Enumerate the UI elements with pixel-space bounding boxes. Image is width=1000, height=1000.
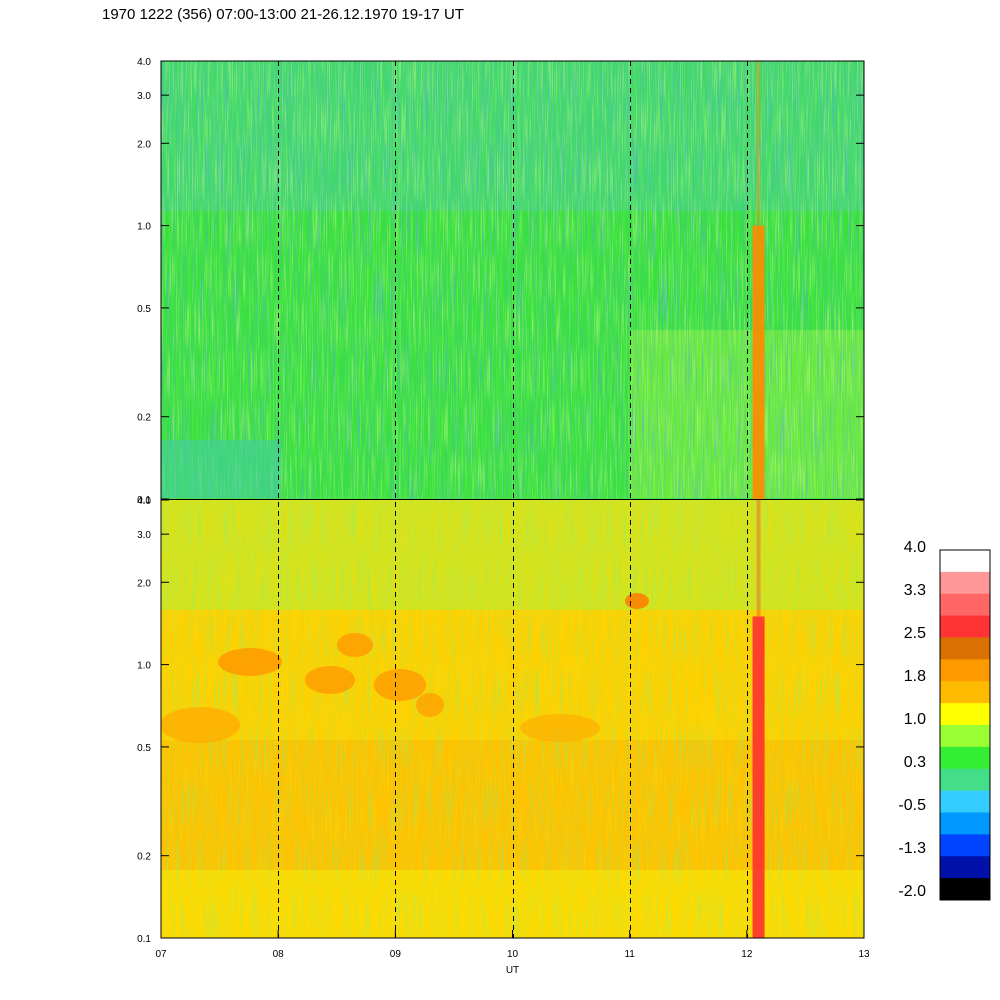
xtick-label-6: 13 (858, 949, 870, 960)
colorbar-frame (939, 549, 991, 901)
ytick-label-1-5: 0.2 (137, 852, 151, 863)
lower-spectrogram-panel (161, 500, 864, 938)
colorbar-swatch-4 (940, 637, 990, 660)
colorbar-swatch-2 (940, 593, 990, 617)
ytick-label-0-3: 1.0 (137, 222, 151, 233)
colorbar-swatch-6 (940, 681, 990, 704)
ytick-label-1-4: 0.5 (137, 743, 151, 754)
x-axis-label: UT (506, 965, 519, 976)
colorbar-label-4: 1.0 (904, 711, 926, 728)
ytick-label-0-0: 4.0 (137, 57, 151, 68)
event-band-faint-0-0 (756, 61, 761, 226)
xtick-label-5: 12 (741, 949, 753, 960)
ytick-label-0-5: 0.2 (137, 413, 151, 424)
colorbar-label-6: -0.5 (898, 797, 926, 814)
colorbar-swatch-15 (940, 878, 990, 901)
chart-title: 1970 1222 (356) 07:00-13:00 21-26.12.197… (102, 6, 464, 23)
colorbar: 4.0 3.3 2.5 1.8 1.0 0.3 -0.5 -1.3 -2.0 (898, 539, 991, 901)
ytick-label-0-4: 0.5 (137, 304, 151, 315)
colorbar-swatch-12 (940, 812, 990, 835)
colorbar-swatch-11 (940, 790, 990, 813)
colorbar-swatch-13 (940, 834, 990, 857)
colorbar-swatch-10 (940, 768, 990, 792)
ytick-label-0-2: 2.0 (137, 139, 151, 150)
colorbar-swatch-5 (940, 659, 990, 682)
ytick-label-1-0: 4.0 (137, 496, 151, 507)
hour-gridlines (278, 61, 748, 938)
colorbar-label-2: 2.5 (904, 625, 926, 642)
ytick-label-0-1: 3.0 (137, 91, 151, 102)
colorbar-swatch-7 (940, 703, 990, 726)
colorbar-label-0: 4.0 (904, 539, 926, 556)
upper-spectrogram-panel (161, 61, 864, 499)
colorbar-swatch-14 (940, 856, 990, 879)
lower-panel-event-bands (752, 500, 765, 938)
colorbar-label-5: 0.3 (904, 754, 926, 771)
ytick-label-1-3: 1.0 (137, 661, 151, 672)
ytick-label-1-6: 0.1 (137, 934, 151, 945)
xtick-label-2: 09 (390, 949, 402, 960)
colorbar-swatch-8 (940, 725, 990, 748)
colorbar-label-3: 1.8 (904, 668, 926, 685)
xtick-label-0: 07 (155, 949, 167, 960)
axes: 4.03.02.01.00.50.20.14.03.02.01.00.50.20… (137, 57, 870, 976)
upper-panel-event-bands (752, 61, 765, 499)
ytick-label-1-2: 2.0 (137, 578, 151, 589)
colorbar-swatch-0 (940, 550, 990, 573)
xtick-label-3: 10 (507, 949, 519, 960)
lower-panel-orange-patches (161, 593, 649, 743)
event-band-0-0 (752, 225, 765, 499)
xtick-label-4: 11 (624, 949, 635, 960)
colorbar-swatch-3 (940, 615, 990, 638)
ytick-label-0-6: 0.1 (137, 495, 151, 506)
colorbar-swatch-1 (940, 571, 990, 595)
ytick-label-1-1: 3.0 (137, 530, 151, 541)
event-band-1-0 (752, 616, 765, 938)
colorbar-label-7: -1.3 (898, 840, 926, 857)
event-band-faint-1-0 (756, 500, 761, 617)
colorbar-swatch-9 (940, 746, 990, 770)
colorbar-label-1: 3.3 (904, 582, 926, 599)
xtick-label-1: 08 (273, 949, 285, 960)
upper-panel-low-cyan-region (161, 440, 281, 498)
colorbar-label-8: -2.0 (898, 883, 926, 900)
